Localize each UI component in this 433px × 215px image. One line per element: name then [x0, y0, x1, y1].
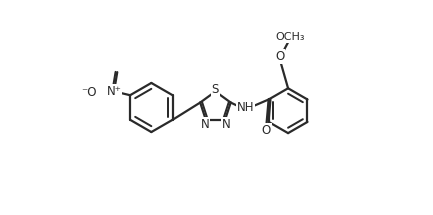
Text: O: O	[275, 50, 284, 63]
Text: OCH₃: OCH₃	[275, 32, 305, 42]
Text: N: N	[222, 118, 230, 131]
Text: N⁺: N⁺	[107, 85, 122, 98]
Text: S: S	[212, 83, 219, 96]
Text: ⁻O: ⁻O	[81, 86, 96, 99]
Text: O: O	[262, 124, 271, 137]
Text: N: N	[200, 118, 209, 131]
Text: NH: NH	[236, 101, 254, 114]
